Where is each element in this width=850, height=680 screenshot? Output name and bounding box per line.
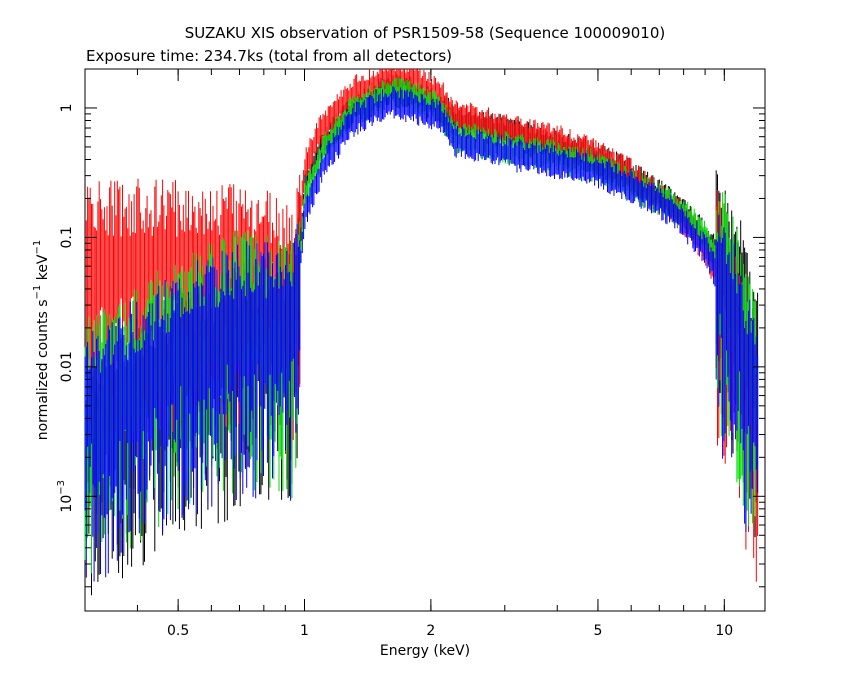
series-layer [84,69,759,596]
y-axis-label-mid: keV [35,254,51,285]
y-tick-label-exp: −3 [56,480,67,495]
x-tick-label: 0.5 [167,623,189,639]
y-axis-label: normalized counts s−1 keV−1 [32,240,51,441]
y-tick-label: 1 [59,104,75,113]
y-axis-label-exp1: −1 [32,285,43,300]
x-tick-label: 5 [593,623,602,639]
y-tick-label: 0.01 [59,351,75,382]
y-tick-label: 10−3 [56,480,75,513]
x-tick-label: 2 [426,623,435,639]
x-axis-label: Energy (keV) [380,643,470,659]
chart-subtitle: Exposure time: 234.7ks (total from all d… [86,47,452,65]
series-3-line [84,86,759,582]
y-axis-label-exp2: −1 [32,240,43,255]
x-tick-label: 1 [300,623,309,639]
chart-title: SUZAKU XIS observation of PSR1509-58 (Se… [185,24,665,42]
y-axis: 1 0.1 0.01 10−3 [56,68,765,588]
y-tick-label-base: 10 [59,495,75,513]
x-tick-label: 10 [715,623,733,639]
x-axis: 0.5 1 2 5 10 [84,69,733,639]
y-tick-label: 0.1 [59,226,75,248]
series-3 [84,86,759,582]
y-axis-label-main: normalized counts s [35,299,51,440]
